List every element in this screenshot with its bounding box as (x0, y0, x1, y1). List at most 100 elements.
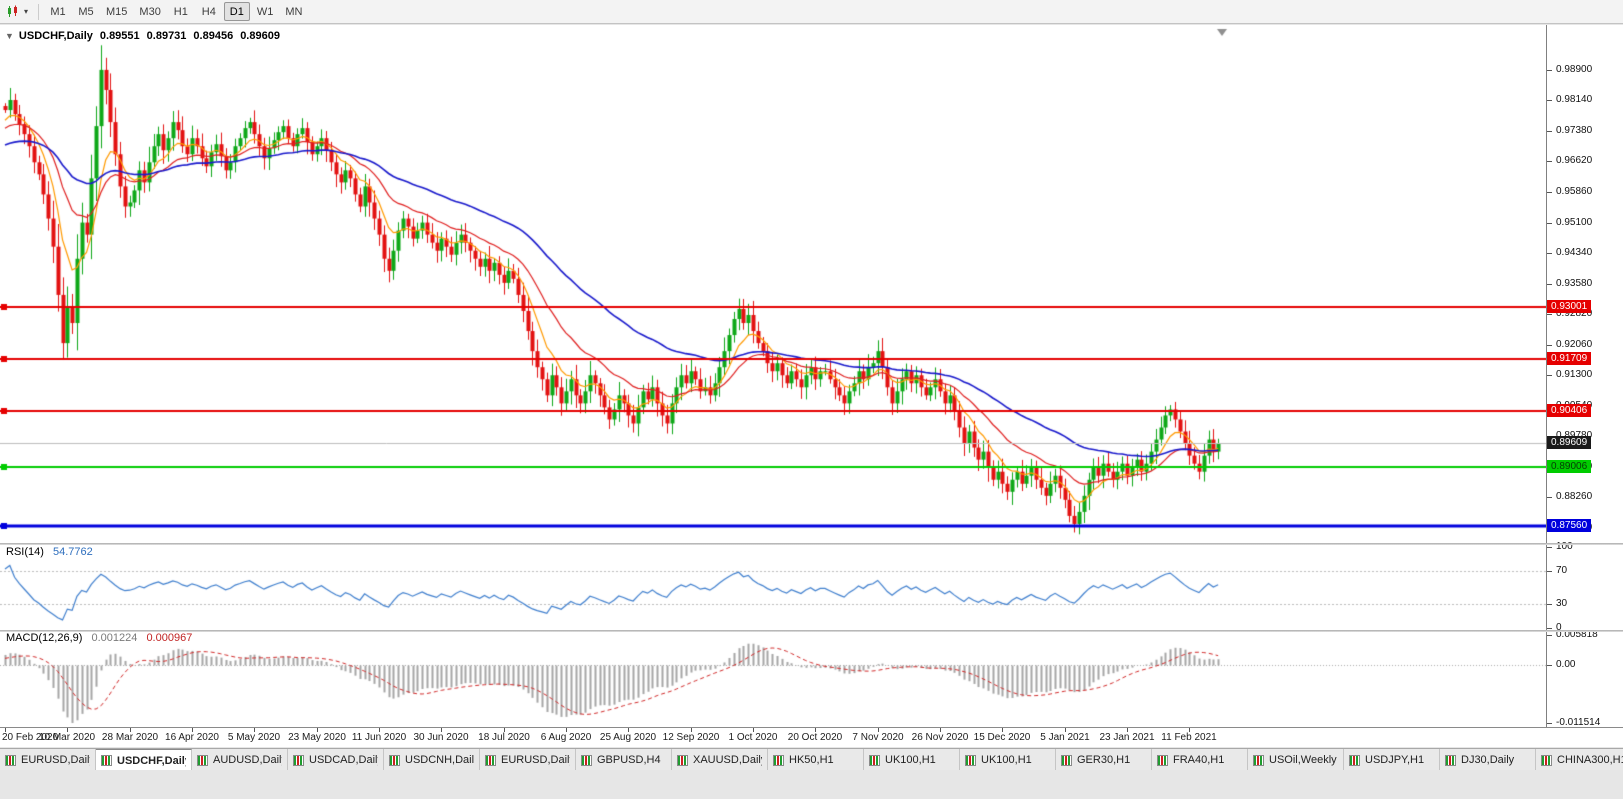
time-axis-tick (566, 728, 567, 732)
time-axis-tick (5, 728, 6, 732)
mini-chart-icon (1157, 754, 1168, 766)
time-axis-label: 7 Nov 2020 (852, 732, 904, 743)
chart-tab-label: XAUUSD,Daily (693, 754, 762, 766)
chart-tab-uk100-h1[interactable]: UK100,H1 (864, 749, 960, 770)
mini-chart-icon (773, 754, 784, 766)
panel-splitter-macd[interactable] (0, 630, 1623, 632)
hline-price-badge: 0.87560 (1547, 519, 1592, 532)
chart-tab-label: GER30,H1 (1077, 754, 1131, 766)
price-chart-canvas[interactable] (0, 25, 1546, 727)
timeframe-button-m30[interactable]: M30 (139, 5, 161, 18)
one-click-trading-arrow-icon[interactable]: ▼ (5, 31, 14, 41)
chart-tab-usdchf-daily[interactable]: USDCHF,Daily (96, 749, 192, 770)
time-axis-tick (691, 728, 692, 732)
time-axis-label: 20 Feb 2020 (2, 732, 59, 743)
axis-label: 0.92820 (1556, 308, 1593, 319)
hline-price-badge: 0.93001 (1547, 300, 1592, 313)
axis-tick (1547, 100, 1552, 101)
mini-chart-icon (1253, 754, 1264, 766)
timeframe-button-d1[interactable]: D1 (223, 2, 250, 21)
axis-tick (1547, 571, 1552, 572)
timeframe-button-m15[interactable]: M15 (106, 5, 128, 18)
axis-tick (1547, 723, 1552, 724)
timeframe-button-m5[interactable]: M5 (78, 5, 94, 18)
mini-chart-icon (869, 754, 880, 766)
close-value: 0.89609 (240, 30, 280, 42)
axis-label: 0.91300 (1556, 369, 1593, 380)
mini-chart-icon (1349, 754, 1360, 766)
mini-chart-icon (677, 754, 688, 766)
panel-splitter-rsi[interactable] (0, 543, 1623, 545)
low-value: 0.89456 (193, 30, 234, 42)
chart-tab-usdcad-daily[interactable]: USDCAD,Daily (288, 749, 384, 770)
chart-tab-usdcnh-daily[interactable]: USDCNH,Daily (384, 749, 480, 770)
timeframe-button-h1[interactable]: H1 (173, 5, 188, 18)
mini-chart-icon (1445, 754, 1456, 766)
hline-price-badge: 0.91709 (1547, 352, 1592, 365)
chart-tab-uk100-h1[interactable]: UK100,H1 (960, 749, 1056, 770)
chart-tab-xauusd-daily[interactable]: XAUUSD,Daily (672, 749, 768, 770)
axis-tick (1547, 223, 1552, 224)
time-axis-tick (67, 728, 68, 732)
chart-tab-eurusd-daily[interactable]: EURUSD,Daily (0, 749, 96, 770)
rsi-value: 54.7762 (52, 546, 93, 558)
time-axis-label: 11 Feb 2021 (1161, 732, 1217, 743)
time-axis-label: 23 Jan 2021 (1099, 732, 1155, 743)
axis-label: 0.95860 (1556, 186, 1593, 197)
time-axis-tick (940, 728, 941, 732)
axis-tick (1547, 375, 1552, 376)
time-axis-tick (1189, 728, 1190, 732)
rsi-indicator-label: RSI(14) 54.7762 (6, 546, 93, 558)
chart-tab-audusd-daily[interactable]: AUDUSD,Daily (192, 749, 288, 770)
axis-label: 0.98900 (1556, 64, 1593, 75)
chart-tab-ger30-h1[interactable]: GER30,H1 (1056, 749, 1152, 770)
axis-tick (1547, 192, 1552, 193)
timeframe-button-h4[interactable]: H4 (201, 5, 216, 18)
time-axis-tick (815, 728, 816, 732)
chart-tab-dj30-daily[interactable]: DJ30,Daily (1440, 749, 1536, 770)
timeframe-button-w1[interactable]: W1 (256, 5, 274, 18)
mini-chart-icon (389, 754, 400, 766)
symbol-name: USDCHF,Daily (18, 30, 93, 42)
chart-tab-hk50-h1[interactable]: HK50,H1 (768, 749, 864, 770)
time-axis-tick (504, 728, 505, 732)
axis-label: 0.94340 (1556, 247, 1593, 258)
axis-tick (1547, 284, 1552, 285)
time-axis-label: 10 Mar 2020 (38, 732, 96, 743)
chart-tab-usoil-weekly[interactable]: USOil,Weekly (1248, 749, 1344, 770)
mini-chart-icon (5, 754, 16, 766)
current-price-badge: 0.89609 (1547, 436, 1592, 449)
axis-label: 0.93580 (1556, 278, 1593, 289)
time-axis-tick (192, 728, 193, 732)
toolbar: ▾ M1 M5 M15 M30 H1 H4 D1 W1 MN (0, 0, 1623, 24)
chart-tab-label: GBPUSD,H4 (597, 754, 661, 766)
chart-tab-china300-h1[interactable]: CHINA300,H1 (1536, 749, 1623, 770)
time-axis-label: 16 Apr 2020 (165, 732, 219, 743)
timeframe-button-mn[interactable]: MN (285, 5, 303, 18)
chart-tab-gbpusd-h4[interactable]: GBPUSD,H4 (576, 749, 672, 770)
mini-chart-icon (485, 754, 496, 766)
chart-tab-eurusd-daily[interactable]: EURUSD,Daily (480, 749, 576, 770)
chart-tab-label: FRA40,H1 (1173, 754, 1225, 766)
timeframe-button-m1[interactable]: M1 (50, 5, 66, 18)
time-axis-label: 30 Jun 2020 (413, 732, 469, 743)
chart-type-icon[interactable] (4, 3, 24, 21)
time-axis-label: 5 May 2020 (227, 732, 281, 743)
axis-label: 100 (1556, 541, 1573, 552)
time-axis-label: 18 Jul 2020 (478, 732, 530, 743)
price-axis: 0.98900 0.98140 0.97380 0.96620 0.95860 0.951… (1546, 25, 1623, 728)
time-axis-label: 1 Oct 2020 (728, 732, 778, 743)
chevron-down-icon[interactable]: ▾ (24, 7, 29, 16)
chart-tab-usdjpy-h1[interactable]: USDJPY,H1 (1344, 749, 1440, 770)
time-axis-label: 26 Nov 2020 (911, 732, 969, 743)
chart-tab-fra40-h1[interactable]: FRA40,H1 (1152, 749, 1248, 770)
toolbar-separator (38, 3, 40, 20)
axis-label: 70 (1556, 565, 1568, 576)
axis-tick (1547, 547, 1552, 548)
mini-chart-icon (581, 754, 592, 766)
time-axis-tick (441, 728, 442, 732)
chart-tab-label: HK50,H1 (789, 754, 834, 766)
rsi-name: RSI(14) (6, 546, 44, 558)
axis-tick (1547, 665, 1552, 666)
